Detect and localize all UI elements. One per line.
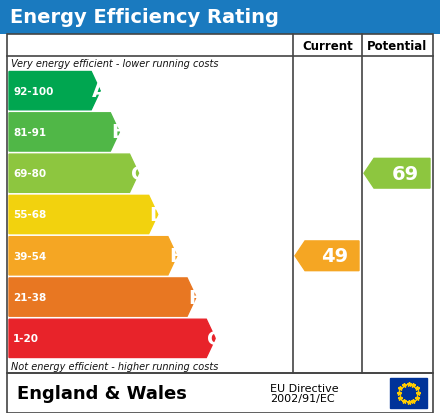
Text: England & Wales: England & Wales [17,384,187,402]
Text: E: E [169,247,182,266]
Polygon shape [9,319,215,358]
Polygon shape [9,196,158,234]
Text: A: A [92,82,107,101]
Text: 2002/91/EC: 2002/91/EC [270,393,335,403]
Polygon shape [295,241,359,271]
Polygon shape [364,159,430,189]
Text: Potential: Potential [367,39,428,52]
Bar [0,0,440,35]
Text: 1-20: 1-20 [13,334,39,344]
Text: Current: Current [302,39,353,52]
Text: G: G [207,329,224,348]
Text: 55-68: 55-68 [13,210,46,220]
Polygon shape [9,278,196,316]
Text: Energy Efficiency Rating: Energy Efficiency Rating [10,8,279,27]
Text: 39-54: 39-54 [13,251,46,261]
Text: EU Directive: EU Directive [270,383,339,393]
Text: C: C [131,164,145,183]
Text: 81-91: 81-91 [13,128,46,138]
Bar [390,378,427,408]
Text: 69-80: 69-80 [13,169,46,179]
Text: Not energy efficient - higher running costs: Not energy efficient - higher running co… [11,361,218,371]
Bar [7,373,433,413]
Bar [7,35,433,373]
Text: F: F [188,288,202,307]
Polygon shape [9,114,119,152]
Text: D: D [150,206,166,224]
Text: 21-38: 21-38 [13,292,46,302]
Text: B: B [111,123,126,142]
Text: 69: 69 [392,164,418,183]
Polygon shape [9,155,139,193]
Text: 92-100: 92-100 [13,86,53,96]
Polygon shape [9,72,100,111]
Text: 49: 49 [322,247,348,266]
Polygon shape [9,237,177,275]
Text: Very energy efficient - lower running costs: Very energy efficient - lower running co… [11,59,219,69]
